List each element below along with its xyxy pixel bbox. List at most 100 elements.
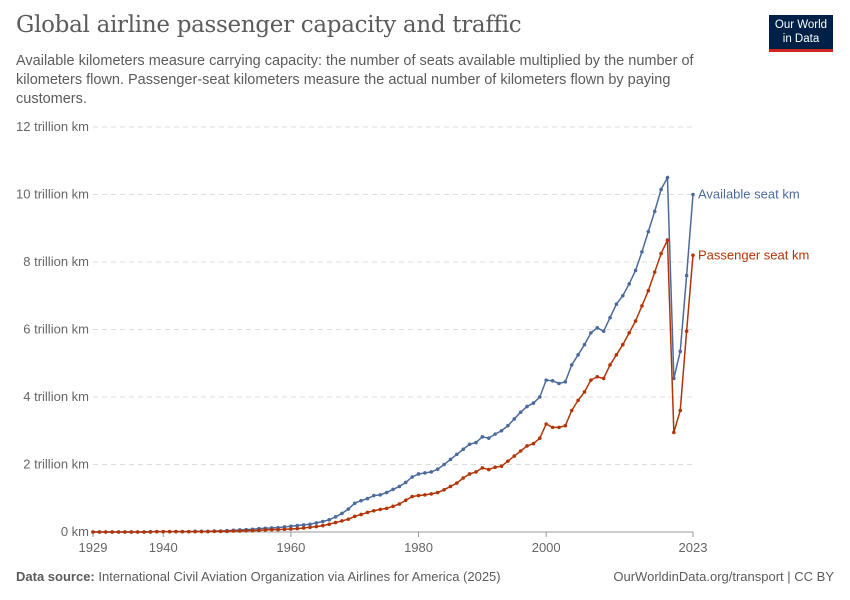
data-point bbox=[672, 430, 676, 435]
data-point bbox=[455, 452, 459, 457]
data-point bbox=[403, 498, 408, 503]
data-point bbox=[384, 490, 389, 495]
data-point bbox=[295, 526, 300, 531]
data-point bbox=[320, 523, 325, 528]
series-label: Available seat km bbox=[698, 187, 800, 202]
data-point bbox=[340, 511, 344, 516]
data-point bbox=[512, 417, 517, 421]
source-text: International Civil Aviation Organizatio… bbox=[98, 569, 501, 584]
data-point bbox=[614, 353, 619, 357]
data-point bbox=[672, 376, 676, 381]
data-point bbox=[384, 506, 389, 511]
data-point bbox=[91, 530, 95, 534]
data-point bbox=[595, 326, 600, 330]
data-point bbox=[506, 423, 510, 428]
data-point bbox=[327, 522, 331, 527]
data-point bbox=[110, 530, 114, 534]
data-point bbox=[614, 302, 619, 306]
data-point bbox=[238, 529, 242, 533]
data-point bbox=[467, 472, 472, 476]
data-point bbox=[499, 428, 504, 433]
data-point bbox=[518, 449, 523, 453]
data-point bbox=[467, 442, 472, 447]
data-point bbox=[365, 510, 370, 515]
data-point bbox=[308, 525, 312, 530]
data-point bbox=[410, 475, 414, 479]
data-point bbox=[276, 527, 280, 532]
data-point bbox=[442, 488, 446, 492]
data-point bbox=[282, 527, 287, 532]
data-point bbox=[289, 524, 293, 529]
data-point bbox=[678, 349, 683, 354]
data-point bbox=[608, 315, 612, 320]
data-point bbox=[455, 481, 459, 485]
data-point bbox=[199, 529, 204, 534]
data-point bbox=[372, 508, 376, 513]
data-point bbox=[531, 401, 536, 405]
data-point bbox=[333, 515, 338, 519]
data-point bbox=[512, 454, 517, 458]
data-point bbox=[314, 521, 319, 525]
x-tick-label: 1960 bbox=[276, 540, 305, 555]
data-point bbox=[525, 404, 529, 409]
data-point bbox=[633, 319, 638, 323]
data-point bbox=[142, 530, 146, 534]
data-point bbox=[665, 175, 670, 180]
data-point bbox=[97, 530, 102, 534]
data-point bbox=[640, 250, 644, 254]
owid-logo[interactable]: Our World in Data bbox=[769, 15, 833, 52]
data-point bbox=[359, 498, 363, 503]
data-point bbox=[538, 436, 542, 440]
data-point bbox=[589, 331, 593, 335]
data-point bbox=[295, 523, 300, 528]
data-point bbox=[423, 493, 427, 497]
line-chart: 0 km 2 trillion km 4 trillion km 6 trillion… bbox=[16, 119, 809, 555]
data-point bbox=[486, 436, 491, 440]
data-point bbox=[123, 530, 127, 534]
data-point bbox=[544, 378, 548, 382]
data-point bbox=[346, 517, 351, 521]
data-point bbox=[531, 441, 536, 446]
data-point bbox=[391, 487, 395, 492]
data-point bbox=[678, 408, 683, 413]
data-point bbox=[416, 493, 421, 498]
data-point bbox=[480, 435, 485, 439]
y-tick-label: 6 trillion km bbox=[23, 322, 89, 337]
data-point bbox=[627, 282, 631, 286]
data-point bbox=[569, 363, 574, 367]
data-point bbox=[538, 395, 542, 399]
data-point bbox=[525, 444, 529, 448]
data-point bbox=[691, 253, 695, 258]
data-point bbox=[314, 524, 319, 529]
chart-title: Global airline passenger capacity and tr… bbox=[16, 12, 522, 38]
data-point bbox=[601, 329, 606, 333]
x-tick-label: 2023 bbox=[679, 540, 708, 555]
data-point bbox=[257, 528, 261, 533]
data-point bbox=[652, 209, 657, 214]
data-point bbox=[269, 527, 274, 532]
data-point bbox=[659, 251, 663, 256]
data-point bbox=[684, 273, 689, 278]
data-point bbox=[186, 529, 191, 534]
data-point bbox=[576, 398, 580, 403]
data-point bbox=[225, 529, 229, 534]
data-point bbox=[340, 519, 344, 523]
data-point bbox=[333, 520, 338, 525]
data-point bbox=[250, 528, 255, 533]
data-point bbox=[135, 530, 140, 534]
source-label: Data source: bbox=[16, 569, 95, 584]
data-point bbox=[576, 353, 580, 357]
data-point bbox=[493, 465, 497, 470]
x-tick-label: 1980 bbox=[404, 540, 433, 555]
data-point bbox=[691, 192, 695, 197]
data-point bbox=[301, 523, 306, 527]
y-tick-label: 2 trillion km bbox=[23, 457, 89, 472]
footer-link[interactable]: OurWorldinData.org/transport | CC BY bbox=[613, 569, 834, 584]
data-point bbox=[193, 529, 197, 534]
data-point bbox=[608, 363, 612, 367]
data-point bbox=[595, 374, 600, 379]
data-point bbox=[346, 507, 351, 511]
data-point bbox=[665, 238, 670, 242]
data-point bbox=[155, 529, 159, 534]
data-point bbox=[659, 187, 663, 192]
